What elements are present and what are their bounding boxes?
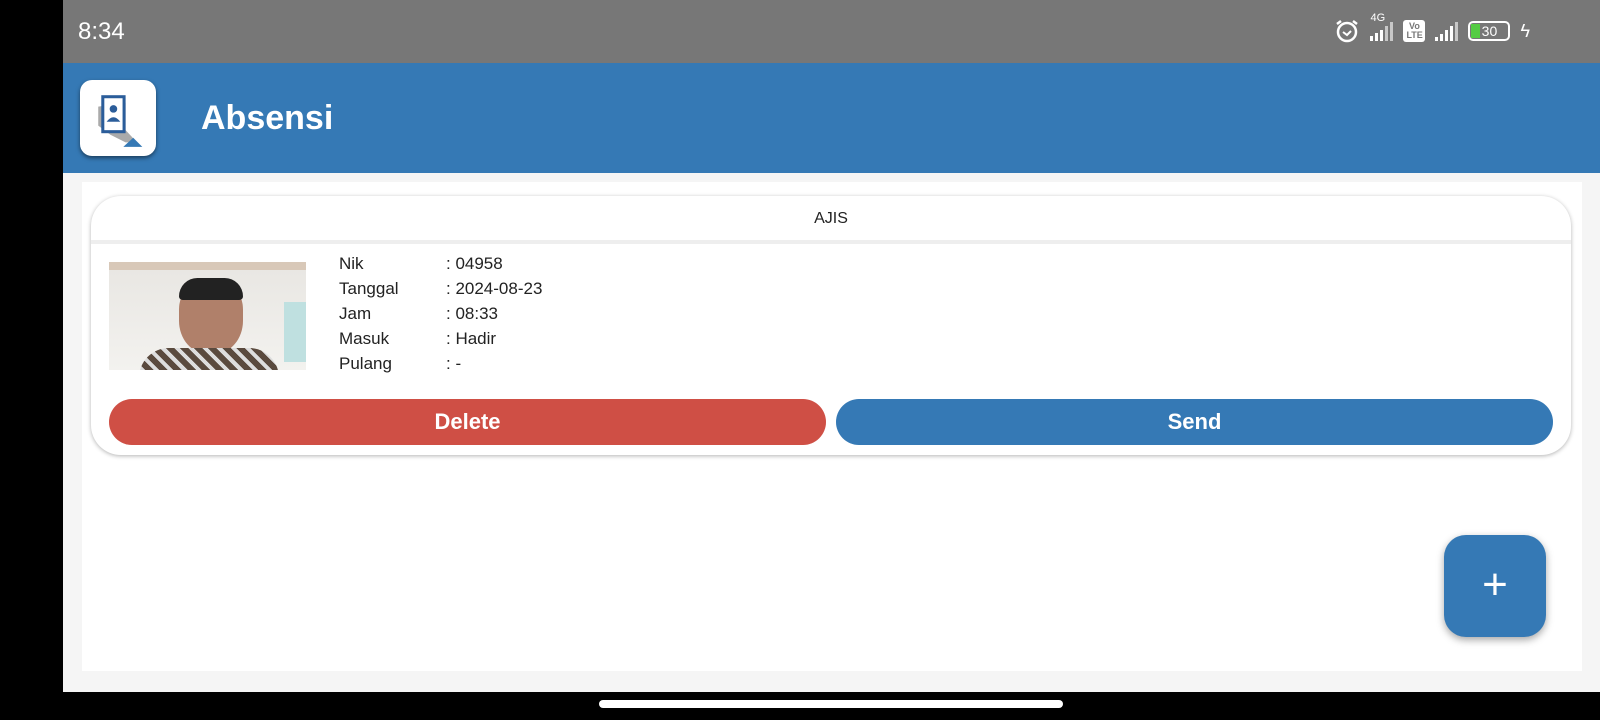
employee-photo: [109, 262, 306, 370]
signal-icon: [1435, 21, 1459, 41]
field-value-pulang: : -: [446, 354, 462, 373]
clock: 8:34: [78, 18, 125, 45]
status-icons: 4G Vo LTE 30 ϟ: [1334, 12, 1530, 44]
field-label-nik: Nik: [339, 254, 364, 273]
app-bar: Absensi: [63, 63, 1600, 173]
add-button[interactable]: +: [1444, 535, 1546, 637]
divider: [91, 240, 1571, 244]
alarm-icon: [1336, 20, 1359, 43]
charging-icon: ϟ: [1520, 20, 1530, 41]
field-label-pulang: Pulang: [339, 354, 392, 373]
status-bar: 8:34 4G Vo LTE 30 ϟ: [63, 0, 1600, 63]
signal-icon: 4G: [1370, 12, 1394, 41]
field-label-jam: Jam: [339, 304, 372, 323]
field-label-tanggal: Tanggal: [339, 279, 399, 298]
app-logo: [80, 80, 156, 156]
field-label-masuk: Masuk: [339, 329, 390, 348]
attendance-card: AJIS Nik : 04958 Tanggal : 2024-08-23 Ja…: [91, 196, 1571, 455]
battery-icon: 30: [1468, 21, 1511, 41]
attendance-card-icon: [98, 95, 143, 147]
home-indicator[interactable]: [599, 700, 1063, 708]
field-value-nik: : 04958: [446, 254, 503, 273]
field-value-tanggal: : 2024-08-23: [446, 279, 543, 298]
field-value-masuk: : Hadir: [446, 329, 497, 348]
employee-name: AJIS: [814, 210, 848, 227]
page-title: Absensi: [201, 99, 334, 137]
send-button[interactable]: Send: [836, 399, 1553, 445]
field-value-jam: : 08:33: [446, 304, 498, 323]
delete-button[interactable]: Delete: [109, 399, 826, 445]
volte-icon: Vo LTE: [1403, 20, 1426, 42]
